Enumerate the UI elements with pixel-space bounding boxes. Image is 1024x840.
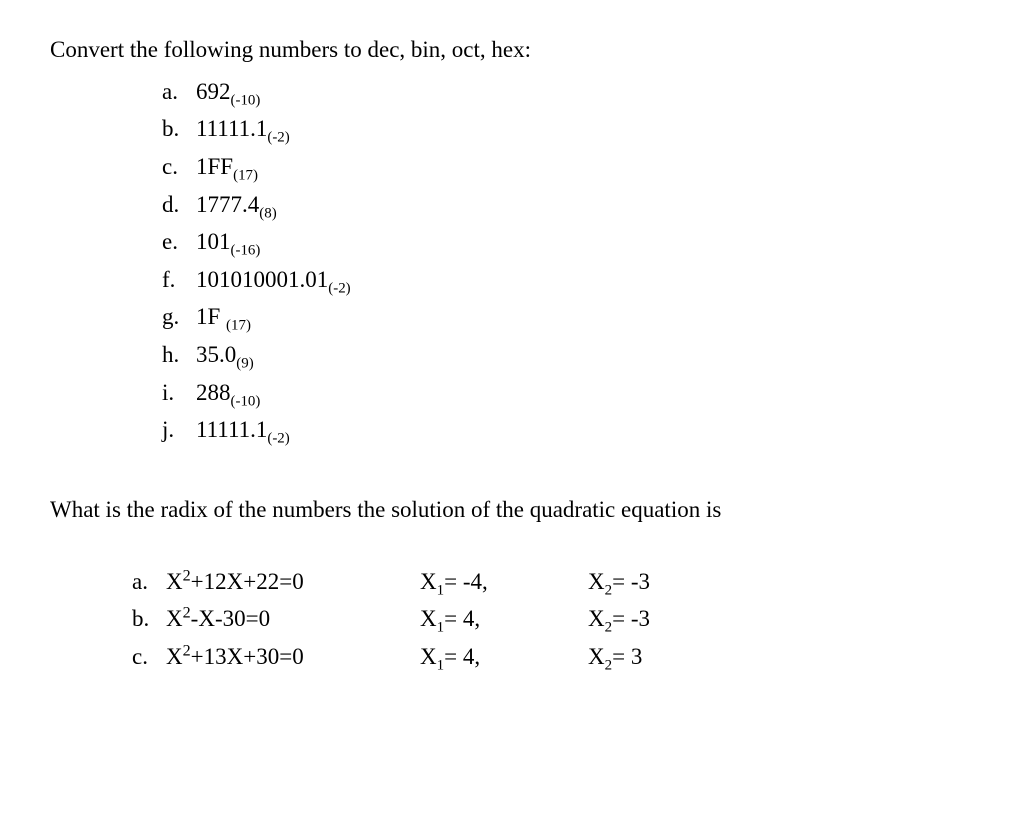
q1-item-value: 1777.4(8) xyxy=(196,187,277,223)
q2-item-equation: X2+13X+30=0 xyxy=(166,639,420,675)
q1-item-value: 101010001.01(-2) xyxy=(196,262,351,298)
q1-list: a. 692(-10) b. 11111.1(-2) c. 1FF(17) d.… xyxy=(162,74,974,448)
q2-item-x1: X1= 4, xyxy=(420,601,588,637)
q2-item-label: a. xyxy=(132,564,166,600)
q1-item: d. 1777.4(8) xyxy=(162,187,974,223)
q1-item: i. 288(-10) xyxy=(162,375,974,411)
q1-item-label: g. xyxy=(162,299,196,335)
q2-item-label: c. xyxy=(132,639,166,675)
q1-item-label: e. xyxy=(162,224,196,260)
q2-item-equation: X2+12X+22=0 xyxy=(166,564,420,600)
q2-item-label: b. xyxy=(132,601,166,637)
q2-item: c. X2+13X+30=0 X1= 4, X2= 3 xyxy=(132,639,974,675)
q1-item: e. 101(-16) xyxy=(162,224,974,260)
q1-item: b. 11111.1(-2) xyxy=(162,111,974,147)
q1-item-value: 1FF(17) xyxy=(196,149,258,185)
q1-item: c. 1FF(17) xyxy=(162,149,974,185)
q1-item-value: 11111.1(-2) xyxy=(196,412,290,448)
q1-item-label: b. xyxy=(162,111,196,147)
q2-item-x1: X1= 4, xyxy=(420,639,588,675)
q2-item-x2: X2= -3 xyxy=(588,564,974,600)
q1-item-label: c. xyxy=(162,149,196,185)
q2-item: a. X2+12X+22=0 X1= -4, X2= -3 xyxy=(132,564,974,600)
q1-item-value: 692(-10) xyxy=(196,74,260,110)
q2-item-x2: X2= -3 xyxy=(588,601,974,637)
q2-item-equation: X2-X-30=0 xyxy=(166,601,420,637)
q1-item: f. 101010001.01(-2) xyxy=(162,262,974,298)
q2-item: b. X2-X-30=0 X1= 4, X2= -3 xyxy=(132,601,974,637)
q1-item-label: a. xyxy=(162,74,196,110)
q2-title: What is the radix of the numbers the sol… xyxy=(50,492,974,528)
q1-item-value: 101(-16) xyxy=(196,224,260,260)
q1-item: j. 11111.1(-2) xyxy=(162,412,974,448)
q1-item-label: f. xyxy=(162,262,196,298)
q1-item-label: h. xyxy=(162,337,196,373)
q1-item: a. 692(-10) xyxy=(162,74,974,110)
q2-item-x1: X1= -4, xyxy=(420,564,588,600)
page: Convert the following numbers to dec, bi… xyxy=(0,0,1024,675)
q1-item-value: 11111.1(-2) xyxy=(196,111,290,147)
q1-item-label: j. xyxy=(162,412,196,448)
q1-title: Convert the following numbers to dec, bi… xyxy=(50,32,974,68)
q1-item-value: 288(-10) xyxy=(196,375,260,411)
q1-item-label: i. xyxy=(162,375,196,411)
q1-item-label: d. xyxy=(162,187,196,223)
q2-list: a. X2+12X+22=0 X1= -4, X2= -3 b. X2-X-30… xyxy=(132,564,974,675)
q2-item-x2: X2= 3 xyxy=(588,639,974,675)
q1-item-value: 35.0(9) xyxy=(196,337,254,373)
q1-item-value: 1F (17) xyxy=(196,299,251,335)
q1-item: g. 1F (17) xyxy=(162,299,974,335)
q1-item: h. 35.0(9) xyxy=(162,337,974,373)
